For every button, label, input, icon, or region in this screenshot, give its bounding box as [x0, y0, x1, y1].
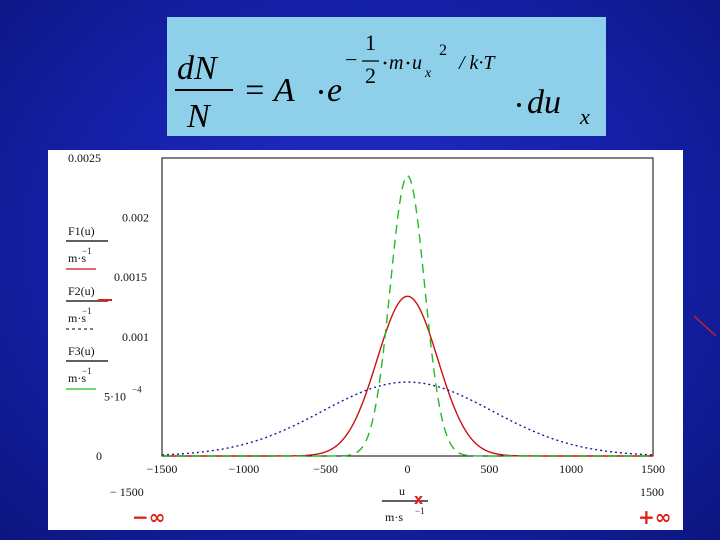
- formula-eq-a: = A: [243, 72, 295, 109]
- series-f1-line: [162, 295, 653, 457]
- x-axis-label-den: m·s: [385, 510, 403, 524]
- x-tick-label: 1000: [559, 462, 583, 476]
- x-tick-label: −1500: [147, 462, 178, 476]
- decor-red-slash: [693, 315, 717, 337]
- y-tick-exponent: −4: [132, 384, 142, 394]
- x-tick-labels: −1500 −1000 −500 0 500 1000 1500: [147, 462, 665, 476]
- formula-du: du: [527, 84, 561, 121]
- y-axis-label-num: F3(u): [68, 344, 95, 358]
- y-tick-label: 0.0025: [68, 151, 101, 165]
- y-axis-label-den-exp: −1: [82, 366, 92, 376]
- y-axis-label-den: m·s: [68, 371, 86, 385]
- x-axis-label-den-exp: −1: [415, 506, 425, 516]
- y-axis-label-den: m·s: [68, 311, 86, 325]
- y-axis-label-num: F1(u): [68, 224, 95, 238]
- formula-exp-m: m: [389, 52, 403, 74]
- y-axis-labels: F1(u)m·s−1F2(u)m·s−1F3(u)m·s−1: [66, 224, 108, 390]
- formula-exp-u: u: [412, 52, 422, 74]
- formula-lhs-numerator: dN: [177, 50, 219, 87]
- y-axis-label-num: F2(u): [68, 284, 95, 298]
- formula-exp-rest: / k·T: [458, 52, 496, 74]
- formula-lhs-denominator: N: [186, 98, 212, 135]
- x-subscript-annotation: x: [414, 492, 423, 508]
- series-f3-line: [161, 381, 654, 456]
- minus-infinity-annotation: −∞: [132, 505, 165, 529]
- formula-du-sub: x: [579, 104, 590, 129]
- x-range-max-label: 1500: [640, 485, 664, 499]
- y-tick-labels: 0.0025 0.002 0.0015 0.001 5·10 −4 0: [68, 151, 149, 463]
- x-tick-label: 0: [405, 462, 411, 476]
- y-tick-label: 0: [96, 449, 102, 463]
- formula-e: e: [327, 72, 342, 109]
- plot-panel: 0.0025 0.002 0.0015 0.001 5·10 −4 0 −1500 −1000…: [48, 150, 683, 530]
- formula-exp-square: 2: [439, 42, 447, 59]
- y-tick-label: 0.001: [122, 330, 149, 344]
- y-axis-label-den-exp: −1: [82, 306, 92, 316]
- y-axis-label-den: m·s: [68, 251, 86, 265]
- formula-svg: dN N = A e − 1 2 m u x 2 / k·T du x: [175, 30, 590, 135]
- y-axis-label-den-exp: −1: [82, 246, 92, 256]
- formula-box: dN N = A e − 1 2 m u x 2 / k·T du x: [167, 17, 606, 136]
- x-range-min-label: − 1500: [110, 485, 144, 499]
- y-tick-label: 5·10: [104, 389, 126, 403]
- x-tick-label: 500: [480, 462, 498, 476]
- formula-exp-dot-1: [383, 61, 387, 65]
- formula-exp-minus: −: [345, 47, 357, 72]
- x-tick-label: 1500: [641, 462, 665, 476]
- formula-dot-2: [517, 103, 521, 107]
- x-tick-label: −1000: [228, 462, 259, 476]
- plus-infinity-annotation: +∞: [638, 505, 671, 529]
- y-tick-label: 0.002: [122, 211, 149, 225]
- x-tick-label: −500: [313, 462, 338, 476]
- series-f2-line: [162, 175, 653, 457]
- formula-exp-one: 1: [365, 30, 376, 55]
- formula-exp-two: 2: [365, 63, 376, 88]
- formula-exp-sub-x: x: [424, 66, 432, 81]
- series-group: [161, 175, 654, 457]
- x-axis-label-num: u: [399, 484, 405, 498]
- formula-exp-dot-2: [406, 61, 410, 65]
- plot-frame: [161, 157, 654, 457]
- y-tick-label: 0.0015: [114, 270, 147, 284]
- formula-dot: [319, 90, 323, 94]
